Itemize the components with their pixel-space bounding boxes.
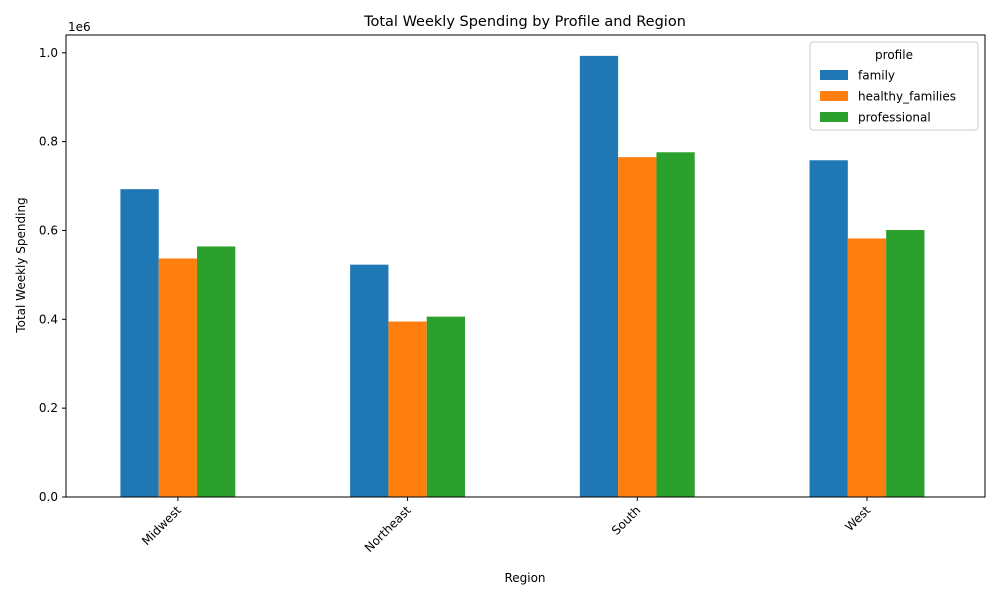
x-tick-label-south: South [609, 503, 644, 538]
plot-frame [65, 34, 986, 498]
bar-healthy_families-south [618, 157, 657, 498]
bar-healthy_families-midwest [158, 258, 198, 497]
bar-family-midwest [120, 189, 159, 497]
bar-professional-northeast [426, 316, 466, 497]
legend-swatch-family [820, 70, 848, 80]
chart-title: Total Weekly Spending by Profile and Reg… [363, 14, 686, 30]
bar-professional-west [886, 230, 925, 497]
legend-box [809, 41, 979, 131]
legend-swatch-professional [820, 112, 848, 122]
legend-label-family: family [858, 69, 895, 83]
legend-title: profile [875, 48, 913, 62]
y-tick-label: 0.2 [39, 401, 58, 415]
legend-swatch-healthy_families [820, 91, 848, 101]
bars-layer [120, 55, 925, 498]
bar-healthy_families-northeast [388, 321, 427, 497]
x-tick-label-west: West [842, 503, 873, 534]
legend: profile family healthy_families professiona… [809, 41, 979, 131]
y-tick-label: 0.4 [39, 312, 58, 326]
x-axis-label: Region [504, 571, 545, 585]
y-tick-label: 0.6 [39, 223, 58, 237]
bar-professional-south [656, 152, 695, 497]
y-tick-label: 1.0 [39, 46, 58, 60]
bar-family-west [809, 160, 848, 497]
legend-label-professional: professional [858, 111, 931, 125]
bar-professional-midwest [197, 246, 236, 497]
bar-family-northeast [350, 264, 389, 497]
x-tick-label-midwest: Midwest [139, 503, 184, 548]
y-tick-label: 0.8 [39, 135, 58, 149]
y-axis-label: Total Weekly Spending [14, 197, 28, 333]
y-tick-label: 0.0 [39, 490, 58, 504]
bar-family-south [579, 55, 619, 497]
y-axis-offset-label: 1e6 [68, 20, 91, 34]
x-tick-label-northeast: Northeast [362, 503, 414, 555]
legend-label-healthy_families: healthy_families [858, 90, 956, 104]
bar-healthy_families-west [847, 238, 887, 497]
